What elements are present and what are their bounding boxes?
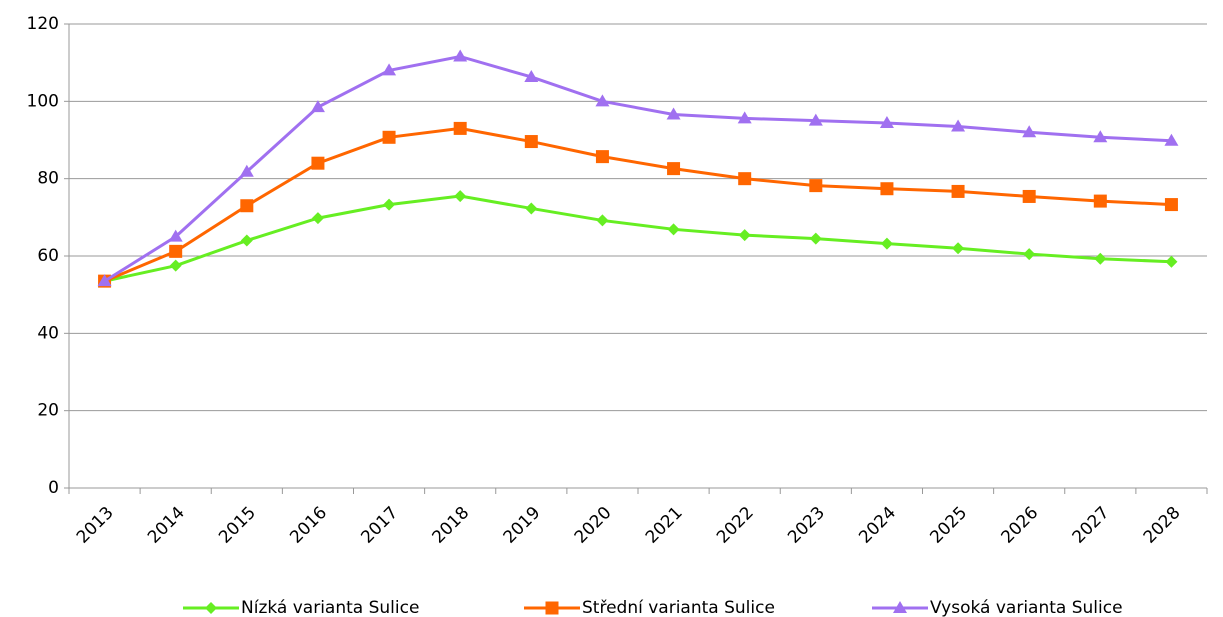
data-point [737,111,752,124]
data-point [1022,189,1036,203]
data-point [454,190,467,203]
data-point [952,242,965,255]
data-point [880,182,894,196]
y-tick-label: 40 [37,323,59,343]
data-point [1093,194,1107,208]
x-tick-label: 2015 [215,503,260,548]
legend-label: Střední varianta Sulice [582,598,775,617]
data-point [1093,130,1108,143]
data-point [666,107,681,120]
data-point [951,184,965,198]
data-point [880,237,893,250]
series-line [104,194,1172,283]
data-point [524,135,538,149]
x-tick-label: 2023 [784,503,829,548]
data-point [951,119,966,132]
data-point [239,164,254,177]
data-point [809,179,823,193]
x-tick-label: 2019 [500,503,545,548]
series-line [103,126,1172,283]
data-point [524,69,539,82]
y-tick-label: 120 [27,14,59,34]
data-point [453,121,467,135]
y-tick-label: 60 [37,246,59,266]
legend-marker [545,601,559,615]
data-point [738,172,752,186]
data-point [808,113,823,126]
x-tick-label: 2018 [429,503,474,548]
data-point [809,232,822,245]
y-tick-label: 0 [48,478,59,498]
x-tick-label: 2017 [357,503,402,548]
data-point [738,229,751,242]
y-tick-label: 100 [27,91,59,111]
x-tick-label: 2014 [144,503,189,548]
legend-marker [893,601,907,613]
data-point [596,214,609,227]
data-point [1164,133,1179,146]
x-tick-label: 2013 [73,503,118,548]
x-tick-label: 2022 [713,503,758,548]
data-point [1023,248,1036,261]
x-tick-label: 2027 [1069,503,1114,548]
x-tick-label: 2020 [571,503,616,548]
data-point [169,244,183,258]
data-point [879,115,894,128]
data-point [97,274,112,287]
legend-label: Vysoká varianta Sulice [930,598,1123,617]
data-point [1094,252,1107,265]
data-point [310,100,325,113]
legend-label: Nízká varianta Sulice [241,598,419,617]
data-point [453,49,468,62]
data-point [168,229,183,242]
data-point [525,202,538,215]
data-point [667,162,681,176]
data-point [595,150,609,164]
data-point [382,130,396,144]
y-tick-label: 80 [37,169,59,189]
x-tick-label: 2021 [642,503,687,548]
legend-marker [205,602,217,614]
data-point [383,198,396,211]
data-point [595,94,610,107]
data-point [240,199,254,213]
y-tick-label: 20 [37,401,59,421]
data-point [1165,255,1178,268]
data-point [311,212,324,225]
data-point [1164,198,1178,212]
data-point [240,234,253,247]
x-tick-label: 2025 [926,503,971,548]
data-point [667,223,680,236]
series-line [103,54,1172,283]
data-point [311,156,325,170]
x-tick-label: 2026 [998,503,1043,548]
x-tick-label: 2016 [286,503,331,548]
x-tick-label: 2024 [855,503,900,548]
data-point [169,259,182,272]
x-tick-label: 2028 [1140,503,1185,548]
data-point [1022,125,1037,138]
data-point [382,63,397,76]
